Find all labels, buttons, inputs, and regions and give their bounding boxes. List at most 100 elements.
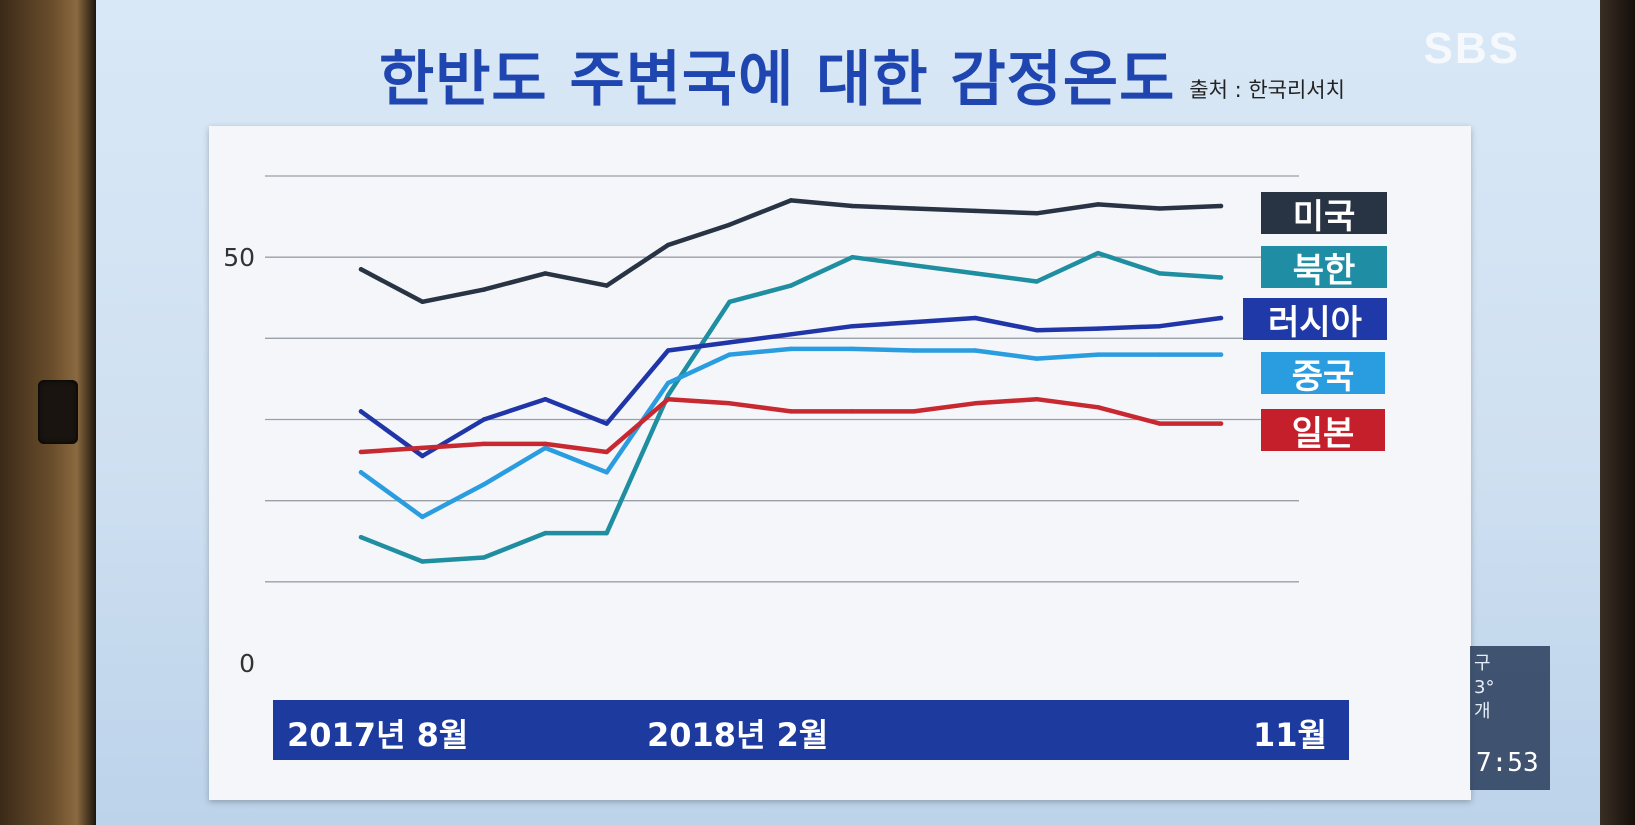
series-4-point-13 (1157, 421, 1162, 426)
series-3-point-13 (1157, 352, 1162, 357)
series-4-point-6 (727, 401, 732, 406)
clock-widget: 구 3° 개 7:53 (1470, 646, 1550, 790)
series-0-point-13 (1157, 206, 1162, 211)
series-4-point-9 (911, 409, 917, 414)
series-4-point-10 (973, 401, 978, 406)
series-1-point-9 (911, 263, 917, 268)
series-2-point-7 (788, 332, 794, 337)
tv-bezel-right (1600, 0, 1635, 825)
series-3-point-3 (543, 445, 548, 451)
legend-tag-us: 미국 (1261, 192, 1387, 237)
legend-tag-china: 중국 (1261, 352, 1385, 397)
source-label: 출처 : 한국리서치 (1189, 78, 1345, 102)
series-2-point-11 (1034, 328, 1039, 333)
broadcaster-logo: SBS (1423, 24, 1520, 73)
y-tick-label-50: 50 (223, 243, 255, 272)
series-1-point-12 (1095, 250, 1101, 256)
series-1-point-11 (1034, 279, 1039, 284)
series-1-point-8 (850, 254, 855, 260)
series-1-point-6 (727, 299, 732, 305)
tv-bezel-left (0, 0, 96, 825)
series-4-point-8 (850, 409, 855, 414)
series-3-point-1 (420, 514, 425, 520)
series-3-point-5 (665, 380, 671, 386)
weather-line-1: 구 (1474, 653, 1491, 674)
x-tick-label-end: 11월 (1253, 716, 1327, 754)
series-0-point-1 (420, 299, 425, 305)
series-2-point-0 (358, 409, 364, 414)
series-1-point-4 (604, 530, 609, 536)
series-4-point-7 (788, 409, 794, 414)
series-4-point-2 (481, 441, 487, 447)
clock-time: 7:53 (1476, 748, 1539, 778)
series-3-point-6 (727, 352, 732, 357)
series-1-point-2 (481, 555, 487, 560)
series-3-point-11 (1034, 356, 1039, 361)
series-0-point-4 (604, 283, 609, 288)
series-0-point-0 (358, 267, 364, 272)
series-0-point-12 (1095, 202, 1101, 207)
series-1-point-14 (1218, 275, 1224, 280)
weather-line-3: 개 (1474, 701, 1491, 722)
series-line-4 (358, 396, 1224, 455)
series-3-point-2 (481, 482, 487, 487)
series-2-point-1 (420, 453, 425, 459)
series-3-point-14 (1218, 352, 1224, 357)
series-2-point-9 (911, 319, 917, 325)
legend-tag-japan: 일본 (1261, 409, 1385, 454)
series-1-point-13 (1157, 271, 1162, 276)
weather-line-2: 3° (1474, 677, 1495, 698)
series-2-point-13 (1157, 323, 1162, 329)
series-0-point-10 (973, 208, 978, 214)
time-axis-bar: 2017년 8월 2018년 2월 11월 (273, 700, 1349, 760)
series-4-point-3 (543, 441, 548, 447)
series-1-point-1 (420, 559, 425, 564)
series-1-point-0 (358, 534, 364, 540)
series-2-point-2 (481, 417, 487, 422)
series-line-3 (358, 346, 1224, 520)
series-1-point-10 (973, 271, 978, 276)
series-3-point-12 (1095, 352, 1101, 357)
series-2-point-8 (850, 323, 855, 329)
series-2-point-10 (973, 315, 978, 321)
x-tick-label-mid: 2018년 2월 (647, 716, 829, 754)
tv-knob (38, 380, 78, 444)
series-0-point-5 (665, 242, 671, 248)
weather-partial: 구 3° 개 (1474, 652, 1494, 724)
series-2-point-14 (1218, 315, 1224, 321)
series-0-point-6 (727, 222, 732, 227)
chart-panel: 50 0 2017년 8월 2018년 2월 11월 미국 북한 러시아 중국 일… (209, 126, 1471, 800)
line-chart: 50 0 (223, 175, 1299, 678)
series-0-point-14 (1218, 203, 1224, 209)
series-1-point-5 (665, 392, 671, 398)
title-row: 한반도 주변국에 대한 감정온도 출처 : 한국리서치 (379, 30, 1345, 110)
series-4-point-12 (1095, 405, 1101, 410)
series-3-point-0 (358, 470, 364, 475)
legend-tag-north-korea: 북한 (1261, 246, 1387, 291)
series-2-point-12 (1095, 326, 1101, 331)
series-3-point-8 (850, 346, 855, 352)
tv-screen: 한반도 주변국에 대한 감정온도 출처 : 한국리서치 SBS 50 0 2017… (96, 0, 1600, 825)
y-tick-label-0: 0 (239, 649, 255, 678)
series-0-point-8 (850, 203, 855, 209)
x-tick-label-start: 2017년 8월 (287, 716, 469, 754)
series-2-point-4 (604, 421, 609, 426)
series-4-point-0 (358, 449, 364, 455)
series-4-point-1 (420, 445, 425, 451)
series-3-point-4 (604, 470, 609, 475)
series-0-point-3 (543, 271, 548, 276)
series-0-point-11 (1034, 211, 1039, 216)
series-4-point-11 (1034, 397, 1039, 402)
series-3-point-7 (788, 346, 794, 352)
series-1-point-7 (788, 283, 794, 288)
series-4-point-4 (604, 449, 609, 455)
series-2-point-3 (543, 397, 548, 402)
series-3-point-9 (911, 348, 917, 353)
series-4-point-5 (665, 397, 671, 402)
series-0-point-2 (481, 287, 487, 292)
series-4-point-14 (1218, 421, 1224, 426)
series-0-point-9 (911, 206, 917, 211)
legend-tag-russia: 러시아 (1243, 298, 1387, 343)
series-0-point-7 (788, 198, 794, 203)
series-3-point-10 (973, 348, 978, 353)
